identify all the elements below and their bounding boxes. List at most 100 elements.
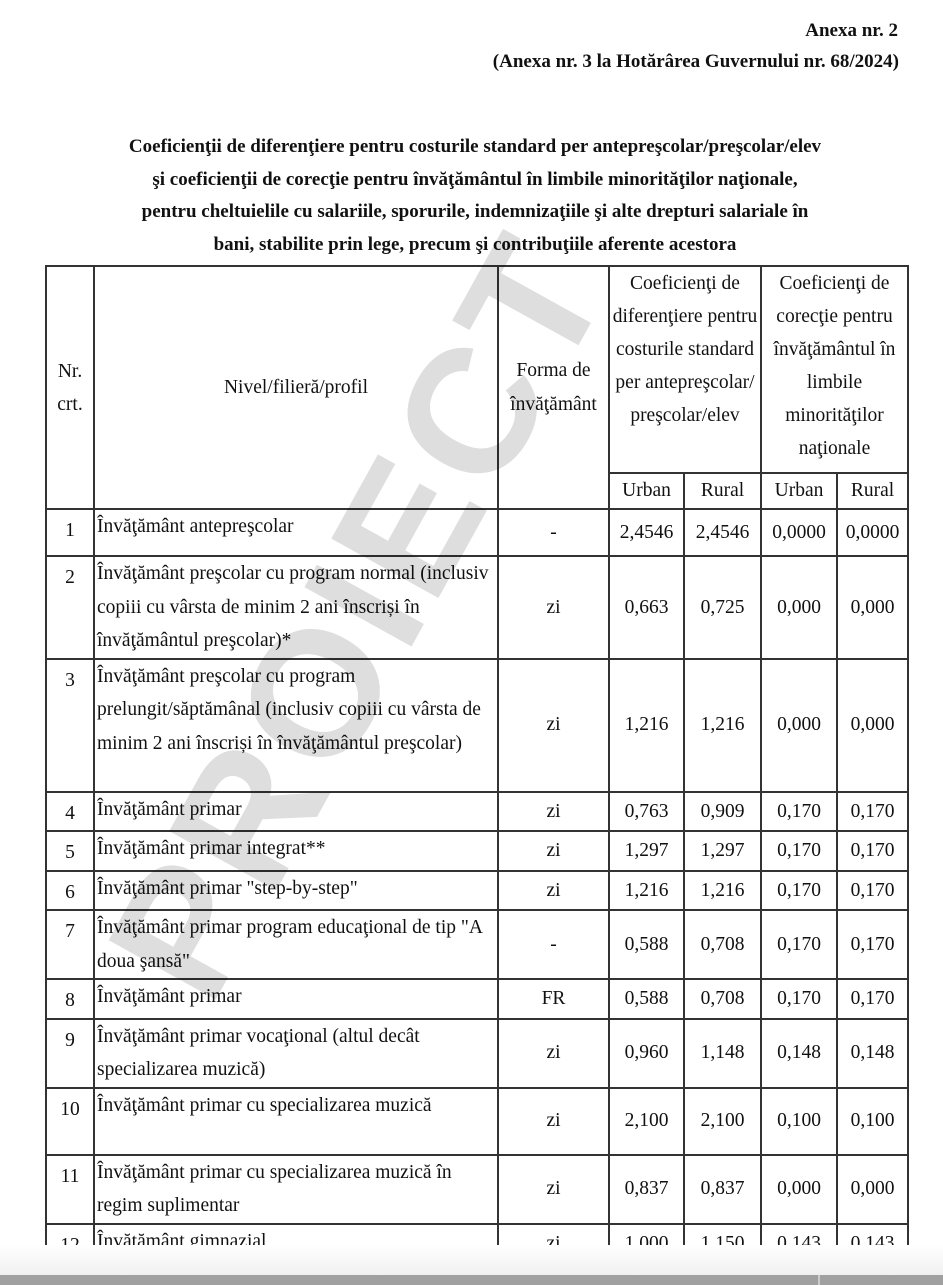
coef-dif-rural: 1,297 bbox=[683, 830, 762, 872]
table-row: 10 Învăţământ primar cu specializarea muz… bbox=[45, 1086, 909, 1156]
coefficients-table: Nr. crt. Nivel/filieră/profil Forma de î… bbox=[45, 265, 909, 1264]
document-title: Coeficienţii de diferenţiere pentru cost… bbox=[40, 131, 910, 261]
row-level: Învăţământ antepreşcolar bbox=[93, 508, 499, 557]
row-number: 9 bbox=[45, 1017, 95, 1089]
coef-dif-urban: 1,216 bbox=[608, 869, 685, 911]
coef-cor-urban: 0,170 bbox=[760, 790, 838, 832]
coef-dif-urban: 1,297 bbox=[608, 830, 685, 872]
row-level: Învăţământ preşcolar cu program normal (… bbox=[93, 555, 499, 660]
coef-cor-rural: 0,148 bbox=[836, 1017, 909, 1089]
row-level: Învăţământ primar integrat** bbox=[93, 830, 499, 872]
row-number: 6 bbox=[45, 869, 95, 911]
coef-cor-urban: 0,148 bbox=[760, 1017, 838, 1089]
coef-cor-urban: 0,170 bbox=[760, 830, 838, 872]
coef-cor-urban: 0,170 bbox=[760, 869, 838, 911]
table-row: 11 Învăţământ primar cu specializarea muz… bbox=[45, 1153, 909, 1225]
row-number: 3 bbox=[45, 657, 95, 793]
table-row: 9 Învăţământ primar vocaţional (altul dec… bbox=[45, 1017, 909, 1089]
row-form: zi bbox=[497, 657, 610, 793]
coef-dif-rural: 1,216 bbox=[683, 869, 762, 911]
coef-dif-urban: 2,100 bbox=[608, 1086, 685, 1156]
coef-cor-rural: 0,100 bbox=[836, 1086, 909, 1156]
table-row: 1 Învăţământ antepreşcolar -2,4546 2,4546 0,… bbox=[45, 508, 909, 557]
coef-cor-urban: 0,0000 bbox=[760, 508, 838, 557]
title-line: bani, stabilite prin lege, precum şi con… bbox=[213, 233, 737, 255]
coef-cor-urban: 0,000 bbox=[760, 1153, 838, 1225]
row-level: Învăţământ primar vocaţional (altul decâ… bbox=[93, 1017, 499, 1089]
header-coef-diferentiere: Coeficienţi de diferenţiere pentru costu… bbox=[608, 265, 762, 474]
coef-cor-rural: 0,000 bbox=[836, 1153, 909, 1225]
row-form: - bbox=[497, 909, 610, 980]
annex-reference: (Anexa nr. 3 la Hotărârea Guvernului nr.… bbox=[492, 51, 899, 72]
viewer-scrollbar[interactable] bbox=[0, 1275, 943, 1285]
table-row: 3 Învăţământ preşcolar cu program prelung… bbox=[45, 657, 909, 793]
coef-cor-urban: 0,000 bbox=[760, 555, 838, 660]
coef-dif-rural: 0,708 bbox=[683, 909, 762, 980]
row-level: Învăţământ primar bbox=[93, 978, 499, 1020]
row-level: Învăţământ primar cu specializarea muzic… bbox=[93, 1086, 499, 1156]
row-form: FR bbox=[497, 978, 610, 1020]
row-number: 11 bbox=[45, 1153, 95, 1225]
table-row: 4 Învăţământ primar zi 0,763 0,909 0,170 0,170 bbox=[45, 790, 909, 832]
coef-dif-urban: 0,663 bbox=[608, 555, 685, 660]
scrollbar-divider bbox=[818, 1275, 820, 1285]
coef-dif-urban: 0,588 bbox=[608, 978, 685, 1020]
title-line: pentru cheltuielile cu salariile, sporur… bbox=[141, 201, 809, 222]
row-number: 10 bbox=[45, 1086, 95, 1156]
coef-dif-rural: 1,216 bbox=[683, 657, 762, 793]
header-nivel: Nivel/filieră/profil bbox=[93, 265, 499, 510]
row-level: Învăţământ primar cu specializarea muzic… bbox=[93, 1153, 499, 1225]
coef-dif-urban: 0,837 bbox=[608, 1153, 685, 1225]
coef-dif-rural: 0,909 bbox=[683, 790, 762, 832]
row-number: 8 bbox=[45, 978, 95, 1020]
header-urban: Urban bbox=[760, 472, 838, 510]
annex-number: Anexa nr. 2 bbox=[805, 20, 898, 41]
table-row: 7 Învăţământ primar program educaţional d… bbox=[45, 909, 909, 980]
row-level: Învăţământ preşcolar cu program prelungi… bbox=[93, 657, 499, 793]
table-row: 6 Învăţământ primar "step-by-step" zi 1,216… bbox=[45, 869, 909, 911]
row-level: Învăţământ primar bbox=[93, 790, 499, 832]
coef-dif-rural: 2,4546 bbox=[683, 508, 762, 557]
title-line: şi coeficienţii de corecţie pentru învăţ… bbox=[152, 168, 798, 190]
header-forma: Forma de învăţământ bbox=[497, 265, 610, 510]
row-form: - bbox=[497, 508, 610, 557]
row-number: 5 bbox=[45, 830, 95, 872]
table-row: 5 Învăţământ primar integrat** zi 1,297 1,29… bbox=[45, 830, 909, 872]
header-rural: Rural bbox=[836, 472, 909, 510]
coef-dif-rural: 0,708 bbox=[683, 978, 762, 1020]
row-form: zi bbox=[497, 1086, 610, 1156]
coef-cor-rural: 0,0000 bbox=[836, 508, 909, 557]
row-level: Învăţământ primar "step-by-step" bbox=[93, 869, 499, 911]
coef-dif-urban: 1,216 bbox=[608, 657, 685, 793]
coef-cor-rural: 0,170 bbox=[836, 869, 909, 911]
header-urban: Urban bbox=[608, 472, 685, 510]
row-number: 7 bbox=[45, 909, 95, 980]
row-level: Învăţământ primar program educaţional de… bbox=[93, 909, 499, 980]
row-form: zi bbox=[497, 1017, 610, 1089]
coef-cor-rural: 0,000 bbox=[836, 555, 909, 660]
coef-cor-rural: 0,170 bbox=[836, 909, 909, 980]
coef-cor-rural: 0,000 bbox=[836, 657, 909, 793]
header-nr-crt: Nr. crt. bbox=[45, 265, 95, 510]
coef-dif-urban: 0,588 bbox=[608, 909, 685, 980]
row-number: 1 bbox=[45, 508, 95, 557]
row-form: zi bbox=[497, 830, 610, 872]
table-row: 8 Învăţământ primar FR 0,588 0,708 0,170 0,170 bbox=[45, 978, 909, 1020]
coef-dif-rural: 1,148 bbox=[683, 1017, 762, 1089]
row-form: zi bbox=[497, 790, 610, 832]
header-rural: Rural bbox=[683, 472, 762, 510]
table-row: 2 Învăţământ preşcolar cu program normal … bbox=[45, 555, 909, 660]
coef-cor-urban: 0,170 bbox=[760, 978, 838, 1020]
coef-dif-rural: 2,100 bbox=[683, 1086, 762, 1156]
page-bottom bbox=[0, 1245, 943, 1275]
coef-dif-rural: 0,725 bbox=[683, 555, 762, 660]
coef-dif-rural: 0,837 bbox=[683, 1153, 762, 1225]
row-number: 2 bbox=[45, 555, 95, 660]
coef-cor-rural: 0,170 bbox=[836, 978, 909, 1020]
coef-cor-urban: 0,170 bbox=[760, 909, 838, 980]
header-coef-corectie: Coeficienţi de corecţie pentru învăţămân… bbox=[760, 265, 909, 474]
coef-cor-rural: 0,170 bbox=[836, 830, 909, 872]
coef-dif-urban: 2,4546 bbox=[608, 508, 685, 557]
title-line: Coeficienţii de diferenţiere pentru cost… bbox=[128, 136, 822, 157]
row-form: zi bbox=[497, 555, 610, 660]
